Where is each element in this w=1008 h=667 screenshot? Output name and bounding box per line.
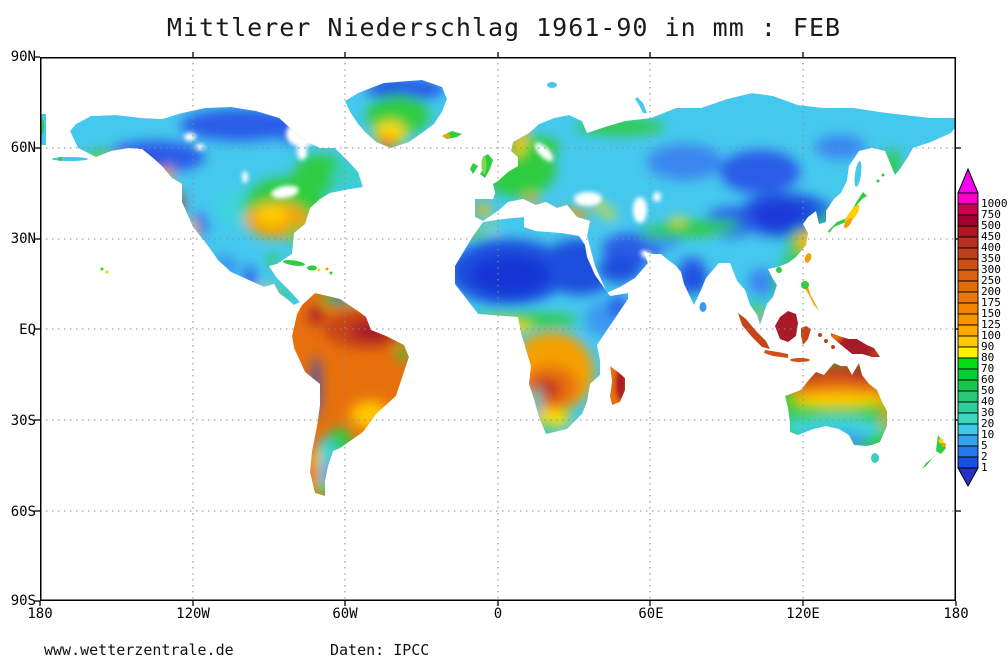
colorbar-level-label: 200 — [981, 285, 1001, 298]
colorbar-cell — [957, 445, 979, 458]
region-australia — [785, 363, 887, 446]
colorbar-level-label: 1 — [981, 461, 988, 474]
colorbar-level-label: 400 — [981, 241, 1001, 254]
colorbar-level-label: 60 — [981, 373, 994, 386]
colorbar-level-label: 70 — [981, 362, 994, 375]
lon-tick-label: 180 — [27, 606, 53, 622]
lon-tick-label: 120E — [786, 606, 820, 622]
colorbar-cell — [957, 236, 979, 249]
page-title: Mittlerer Niederschlag 1961-90 in mm : F… — [166, 13, 842, 42]
colorbar-level-label: 450 — [981, 230, 1001, 243]
colorbar-level-label: 2 — [981, 450, 988, 463]
region-new-guinea — [831, 333, 880, 357]
lat-tick-label: EQ — [19, 322, 36, 338]
colorbar-level-label: 500 — [981, 219, 1001, 232]
world-precipitation-map — [34, 52, 961, 606]
colorbar-cell — [957, 203, 979, 216]
colorbar-cell — [957, 423, 979, 436]
region-greenland — [345, 80, 447, 148]
lat-tick-label: 90N — [10, 49, 36, 65]
lon-tick-label: 180 — [943, 606, 969, 622]
lon-tick-label: 60E — [638, 606, 664, 622]
lon-tick-label: 60W — [332, 606, 358, 622]
colorbar-cell — [957, 346, 979, 359]
colorbar-level-label: 30 — [981, 406, 994, 419]
colorbar-cell — [957, 456, 979, 469]
lat-tick-label: 30S — [10, 413, 36, 429]
colorbar-level-label: 250 — [981, 274, 1001, 287]
colorbar-level-label: 100 — [981, 329, 1001, 342]
colorbar-cell — [957, 412, 979, 425]
region-north-america — [70, 107, 363, 305]
colorbar-cell — [957, 335, 979, 348]
colorbar-level-label: 50 — [981, 384, 994, 397]
colorbar-cell — [957, 247, 979, 260]
colorbar-level-label: 10 — [981, 428, 994, 441]
colorbar-cell — [957, 324, 979, 337]
colorbar-level-label: 90 — [981, 340, 994, 353]
colorbar-above-max-arrow — [957, 167, 979, 194]
lat-tick-label: 30N — [10, 231, 36, 247]
precipitation-colorbar: 1000750500450400350300250200175150125100… — [957, 167, 1008, 488]
colorbar-cell — [957, 258, 979, 271]
region-south-america — [292, 293, 409, 496]
colorbar-cell — [957, 313, 979, 326]
map-grid — [40, 57, 956, 601]
colorbar-level-label: 80 — [981, 351, 994, 364]
colorbar-cell — [957, 390, 979, 403]
colorbar-cell — [957, 368, 979, 381]
colorbar-level-label: 125 — [981, 318, 1001, 331]
colorbar-cell — [957, 192, 979, 205]
colorbar-cell — [957, 280, 979, 293]
colorbar-level-label: 20 — [981, 417, 994, 430]
colorbar-level-label: 150 — [981, 307, 1001, 320]
colorbar-cell — [957, 302, 979, 315]
region-islands — [40, 82, 946, 469]
lat-tick-label: 60N — [10, 140, 36, 156]
colorbar-level-label: 175 — [981, 296, 1001, 309]
colorbar-level-label: 750 — [981, 208, 1001, 221]
colorbar-cell — [957, 214, 979, 227]
colorbar-level-label: 5 — [981, 439, 988, 452]
colorbar-level-label: 40 — [981, 395, 994, 408]
colorbar-cell — [957, 291, 979, 304]
lat-tick-label: 60S — [10, 504, 36, 520]
colorbar-cell — [957, 269, 979, 282]
colorbar-level-label: 300 — [981, 263, 1001, 276]
website-credit: www.wetterzentrale.de — [44, 641, 234, 659]
colorbar-cell — [957, 225, 979, 238]
region-madagascar — [610, 366, 625, 405]
colorbar-below-min-arrow — [957, 467, 979, 488]
lat-tick-label: 90S — [10, 593, 36, 609]
colorbar-level-label: 350 — [981, 252, 1001, 265]
colorbar-cell — [957, 357, 979, 370]
data-source-credit: Daten: IPCC — [330, 641, 430, 659]
colorbar-level-label: 1000 — [981, 197, 1008, 210]
lon-tick-label: 0 — [493, 606, 503, 622]
colorbar-cell — [957, 434, 979, 447]
colorbar-cell — [957, 401, 979, 414]
lon-tick-label: 120W — [176, 606, 210, 622]
colorbar-cell — [957, 379, 979, 392]
